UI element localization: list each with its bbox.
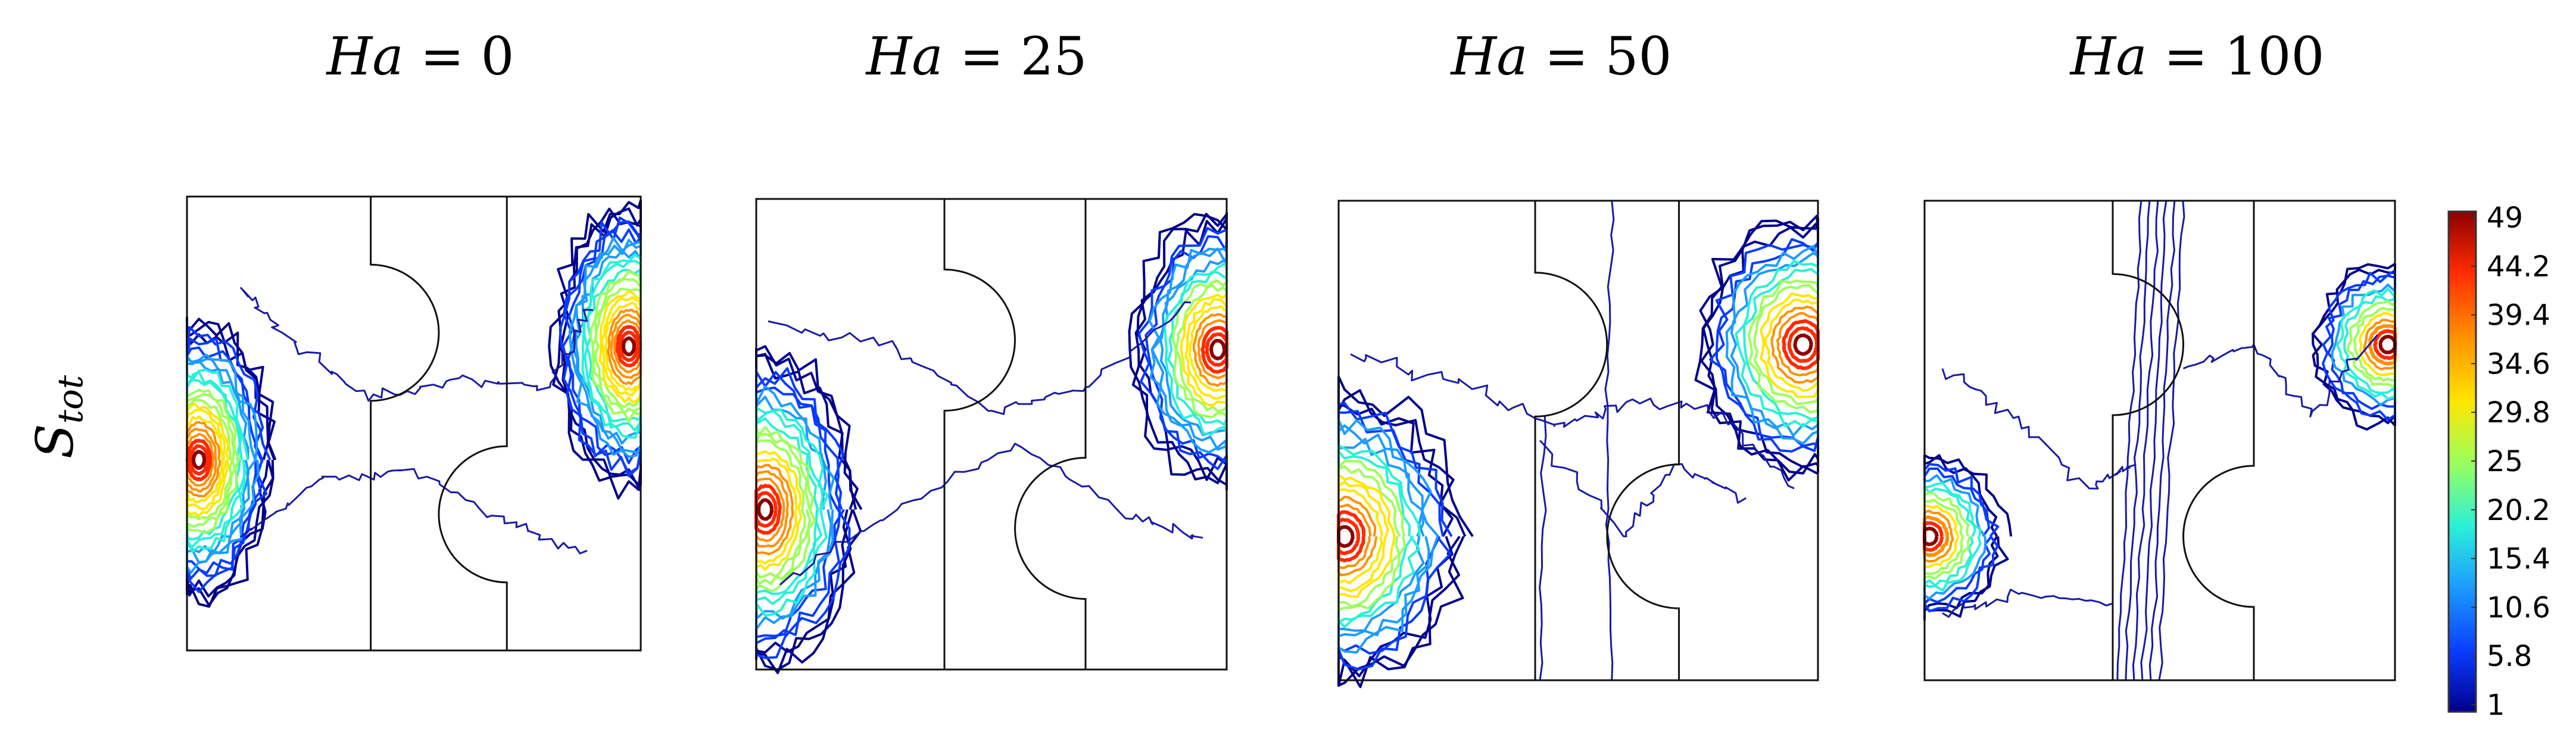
colorbar-tick-label: 25 [2487, 445, 2523, 478]
row-label-sub: tot [50, 375, 91, 424]
panel-4-right-contour-12 [2373, 329, 2397, 360]
panel-1-right-contour-22 [619, 331, 640, 362]
panel-2-left-contour-21 [757, 498, 774, 521]
contour-panel-2 [754, 198, 1228, 674]
panel-2-right-contour-19 [1209, 339, 1227, 360]
contour-panel-4 [1923, 200, 2397, 681]
panel-1-right-contour-23 [622, 336, 637, 357]
panel-4-lower-cylinder [2182, 201, 2255, 680]
colorbar-tick-label: 39.4 [2487, 299, 2550, 332]
row-label: Stot [26, 375, 91, 459]
panel-1-domain-border [186, 195, 642, 652]
panel-4-band-upper [1941, 368, 2137, 490]
colorbar-tick-label: 44.2 [2487, 250, 2550, 284]
panel-4-vertical-6 [2158, 200, 2185, 681]
panel-4-vertical-2 [2125, 200, 2151, 681]
panel-3-right-contour-15 [1782, 319, 1820, 370]
panel-3-right-contour-17 [1793, 333, 1813, 356]
contour-panel-1 [185, 195, 643, 652]
panel-4-upper-cylinder [2112, 201, 2184, 680]
panel-title-4: Ha = 100 [2069, 26, 2325, 87]
colorbar-tick-label: 1 [2487, 689, 2505, 722]
panel-3-upper-cylinder [1534, 201, 1608, 680]
panel-4-band-lower [1942, 589, 2113, 618]
panel-2-lower-cylinder [1014, 199, 1087, 670]
colorbar-tick-label: 34.6 [2487, 347, 2550, 381]
panel-1-lower-cylinder [438, 197, 508, 650]
panel-titles: Ha = 0 Ha = 25 Ha = 50 Ha = 100 [326, 26, 2325, 87]
contour-panel-3 [1337, 200, 1820, 689]
panel-1-upper-cylinder [370, 197, 440, 650]
panel-4-vertical-3 [2132, 200, 2159, 681]
colorbar-tick-label: 49 [2487, 201, 2523, 235]
panel-3-left-contour-18 [1337, 518, 1360, 556]
panel-3-left-contour-19 [1337, 525, 1355, 548]
colorbar-tick-label: 5.8 [2487, 640, 2532, 673]
panel-4-vertical-5 [2148, 200, 2176, 681]
panel-2-right-contour-18 [1205, 332, 1228, 367]
panel-3-band-lower [1539, 440, 1747, 537]
panel-3-right-contour-14 [1776, 312, 1819, 377]
panel-1-right-contour-20 [613, 319, 642, 373]
colorbar: 49 44.2 39.4 34.6 29.8 25 20.2 15.4 10.6 5.8 1 [2447, 201, 2550, 722]
panel-4-domain-border [1923, 200, 2396, 681]
panel-title-3: Ha = 50 [1450, 26, 1672, 87]
panel-1-right-contour-21 [615, 325, 643, 368]
panel-2-band-upper [768, 301, 1192, 415]
panel-title-1: Ha = 0 [326, 26, 514, 87]
panel-4-left-contour-12 [1923, 521, 1944, 552]
panel-1-right-contour-18 [606, 308, 642, 385]
colorbar-ticks: 49 44.2 39.4 34.6 29.8 25 20.2 15.4 10.6 5.8 1 [2471, 201, 2550, 722]
panel-2-right-contour-17 [1200, 326, 1228, 374]
colorbar-tick-label: 29.8 [2487, 396, 2550, 429]
panel-3-domain-border [1337, 200, 1819, 681]
panel-3-right-contour-16 [1787, 326, 1819, 363]
panel-3-band-upper [1350, 353, 1795, 490]
row-label-main: S [26, 424, 85, 459]
panel-3-vertical-1 [1604, 200, 1615, 681]
panel-2-domain-border [755, 198, 1228, 671]
panel-2-upper-cylinder [943, 199, 1016, 670]
panel-1-left-contour-22 [188, 444, 210, 476]
panel-4-vertical-4 [2140, 200, 2168, 681]
panel-4-left-contour-13 [1923, 527, 1939, 546]
panel-2-band-lower [779, 443, 1203, 586]
panel-1-left-contour-23 [191, 450, 207, 470]
panel-1-band-upper [239, 287, 594, 402]
panel-3-lower-cylinder [1606, 201, 1680, 680]
panel-4-band-right [2182, 334, 2378, 418]
panel-1-right-contour-19 [610, 313, 642, 379]
panel-1-band-lower [240, 468, 588, 555]
panel-4-vertical-1 [2116, 200, 2142, 681]
colorbar-tick-label: 15.4 [2487, 543, 2550, 576]
panel-title-2: Ha = 25 [865, 26, 1087, 87]
panel-3-vertical-2 [1539, 416, 1547, 681]
panel-4-right-contour-13 [2378, 335, 2397, 354]
colorbar-tick-label: 10.6 [2487, 591, 2550, 624]
colorbar-tick-label: 20.2 [2487, 494, 2550, 527]
